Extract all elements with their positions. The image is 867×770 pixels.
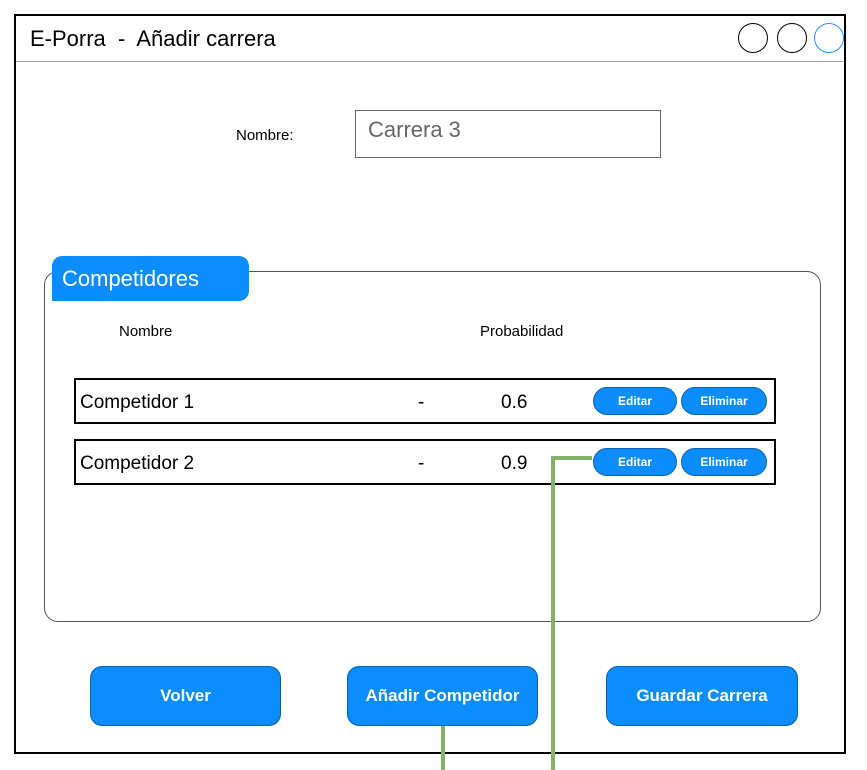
race-name-input[interactable]: Carrera 3: [355, 110, 661, 158]
flow-connector-line: [441, 726, 445, 770]
save-race-button[interactable]: Guardar Carrera: [606, 666, 798, 726]
window-control-circle[interactable]: [777, 23, 807, 53]
column-header-name: Nombre: [119, 323, 173, 340]
edit-button[interactable]: Editar: [593, 448, 677, 476]
competitors-title: Competidores: [52, 256, 249, 301]
name-label: Nombre:: [236, 127, 294, 144]
back-button[interactable]: Volver: [90, 666, 281, 726]
window-control-circle[interactable]: [738, 23, 768, 53]
edit-button[interactable]: Editar: [593, 387, 677, 415]
window-title: E-Porra - Añadir carrera: [30, 26, 276, 51]
competitor-row: Competidor 1 - 0.6 Editar Eliminar: [74, 378, 776, 424]
flow-connector-line: [551, 456, 555, 770]
competitor-name: Competidor 2: [80, 453, 195, 474]
add-competitor-button[interactable]: Añadir Competidor: [347, 666, 538, 726]
competitor-probability: 0.6: [501, 392, 528, 413]
competitor-separator: -: [418, 453, 425, 474]
competitor-probability: 0.9: [501, 453, 528, 474]
column-header-probability: Probabilidad: [480, 323, 564, 340]
app-window: E-Porra - Añadir carrera: [14, 14, 846, 754]
competitor-name: Competidor 1: [80, 392, 195, 413]
flow-connector-line: [551, 456, 592, 460]
title-bar: E-Porra - Añadir carrera: [16, 16, 844, 62]
delete-button[interactable]: Eliminar: [681, 387, 767, 415]
competitor-row: Competidor 2 - 0.9 Editar Eliminar: [74, 439, 776, 485]
competitor-separator: -: [418, 392, 425, 413]
window-control-circle-active[interactable]: [814, 23, 844, 53]
competitors-panel: [44, 271, 821, 622]
delete-button[interactable]: Eliminar: [681, 448, 767, 476]
